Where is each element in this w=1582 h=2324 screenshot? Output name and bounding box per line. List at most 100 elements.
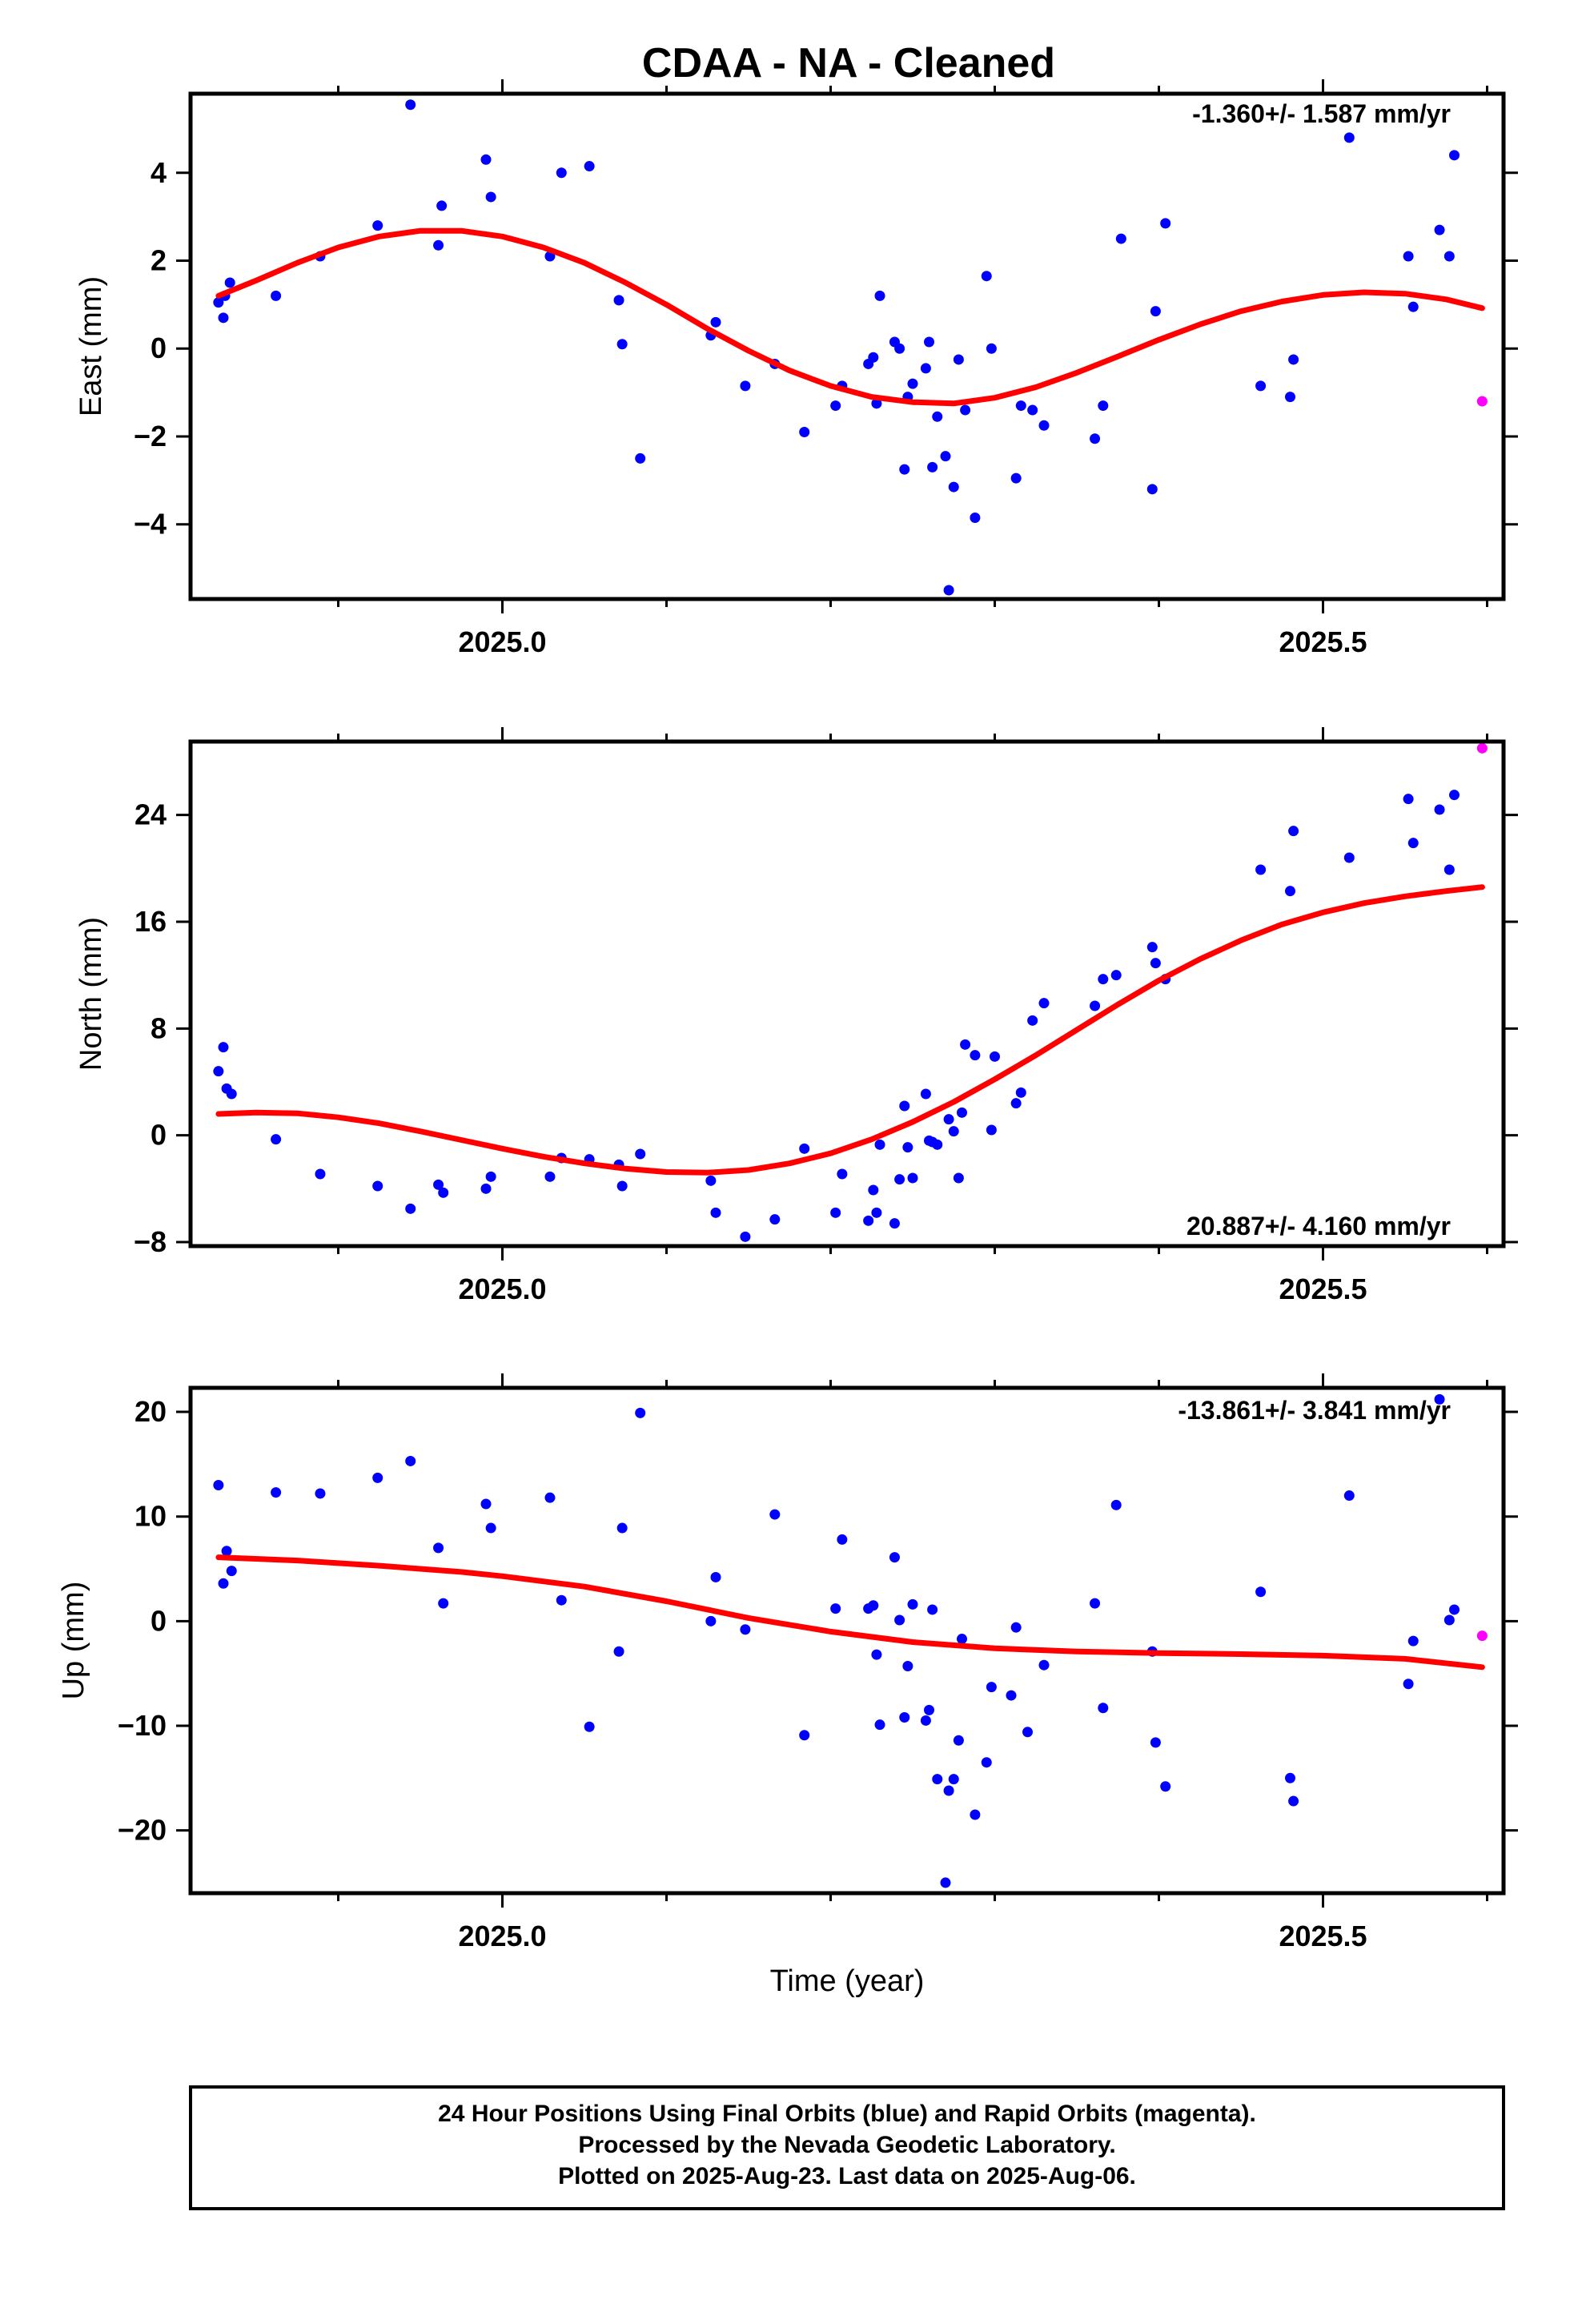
final-point (1110, 970, 1122, 981)
final-point (960, 404, 971, 416)
y-tick-label: 8 (151, 1011, 167, 1044)
y-tick-label: 0 (151, 332, 167, 364)
final-point (710, 1207, 721, 1218)
final-point (1038, 998, 1050, 1009)
final-point (1407, 1635, 1419, 1647)
y-tick-label: −20 (118, 1814, 167, 1847)
final-point (1434, 224, 1445, 235)
final-point (920, 1088, 931, 1100)
footer-line-3: Plotted on 2025-Aug-23. Last data on 202… (558, 2163, 1136, 2189)
final-point (889, 1218, 900, 1229)
y-tick-label: 0 (151, 1119, 167, 1152)
plot-frame (188, 91, 1506, 601)
final-point (372, 220, 383, 231)
final-point (948, 481, 959, 493)
rapid-point (1476, 396, 1488, 407)
final-point (863, 1215, 874, 1226)
final-point (868, 1184, 879, 1196)
plot-frame (188, 1385, 1506, 1896)
final-point (769, 1509, 781, 1520)
final-point (1288, 1795, 1299, 1807)
footer-box: 24 Hour Positions Using Final Orbits (bl… (189, 2085, 1505, 2210)
footer-line-2: Processed by the Nevada Geodetic Laborat… (578, 2132, 1115, 2158)
y-axis-label: Up (mm) (57, 1582, 90, 1700)
final-point (899, 464, 910, 475)
fit-curve (215, 884, 1485, 1176)
final-point (1255, 1586, 1267, 1598)
final-point (705, 1615, 717, 1626)
final-point (740, 1624, 751, 1635)
final-point (990, 1051, 1000, 1062)
final-point (635, 1407, 646, 1418)
final-point (927, 1604, 938, 1615)
final-point (1146, 484, 1158, 495)
final-point (902, 1661, 913, 1672)
data-points (213, 1393, 1488, 1888)
data-points (213, 742, 1488, 1242)
final-point (213, 297, 224, 308)
final-point (981, 1757, 992, 1768)
final-point (1449, 150, 1460, 161)
final-point (271, 1487, 282, 1498)
final-point (271, 290, 282, 301)
final-point (1160, 218, 1171, 229)
final-point (584, 1721, 595, 1732)
rapid-point (1476, 1630, 1488, 1642)
final-point (544, 1171, 556, 1182)
final-point (799, 1143, 810, 1154)
final-point (894, 1614, 905, 1626)
final-point (940, 1877, 951, 1888)
x-tick-label: 2025.5 (1279, 1920, 1367, 1952)
final-point (920, 1715, 931, 1726)
final-point (837, 1168, 848, 1180)
final-point (957, 1634, 967, 1645)
final-point (871, 1207, 882, 1218)
final-point (221, 1546, 232, 1557)
velocity-label: -1.360+/- 1.587 mm/yr (1192, 99, 1451, 128)
final-point (899, 1100, 910, 1112)
final-point (1015, 400, 1026, 412)
x-tick-label: 2025.0 (458, 625, 546, 658)
final-point (1443, 1614, 1455, 1626)
final-point (433, 1179, 444, 1190)
final-point (1285, 1772, 1295, 1783)
final-point (1407, 301, 1419, 312)
final-point (868, 1600, 879, 1611)
final-point (907, 1598, 918, 1610)
final-point (1403, 794, 1414, 805)
final-point (485, 1171, 496, 1182)
final-point (986, 1682, 997, 1693)
final-point (1434, 804, 1445, 815)
final-point (616, 1522, 628, 1534)
y-axis-label: East (mm) (74, 276, 108, 416)
final-point (874, 1719, 885, 1731)
y-axis-label: North (mm) (74, 917, 108, 1071)
final-point (1443, 251, 1455, 262)
final-point (1146, 942, 1158, 953)
rapid-point (1476, 742, 1488, 754)
final-point (224, 277, 235, 288)
final-point (837, 1534, 848, 1545)
final-point (1150, 306, 1161, 317)
y-tick-label: 20 (135, 1395, 167, 1428)
final-point (957, 1107, 967, 1118)
final-point (1285, 886, 1295, 897)
final-point (213, 1066, 224, 1077)
final-point (1449, 1604, 1460, 1615)
final-point (1038, 420, 1050, 431)
x-tick-label: 2025.0 (458, 1920, 546, 1952)
footer-line-1: 24 Hour Positions Using Final Orbits (bl… (438, 2101, 1256, 2127)
chart-title: CDAA - NA - Cleaned (642, 40, 1055, 86)
final-point (830, 400, 841, 412)
final-point (948, 1126, 959, 1137)
final-point (740, 380, 751, 392)
final-point (544, 1492, 556, 1503)
final-point (372, 1180, 383, 1192)
final-point (218, 1042, 229, 1053)
final-point (889, 1552, 900, 1563)
final-point (1006, 1690, 1017, 1701)
final-point (1288, 826, 1299, 837)
final-point (1098, 974, 1109, 985)
final-point (438, 1598, 449, 1609)
